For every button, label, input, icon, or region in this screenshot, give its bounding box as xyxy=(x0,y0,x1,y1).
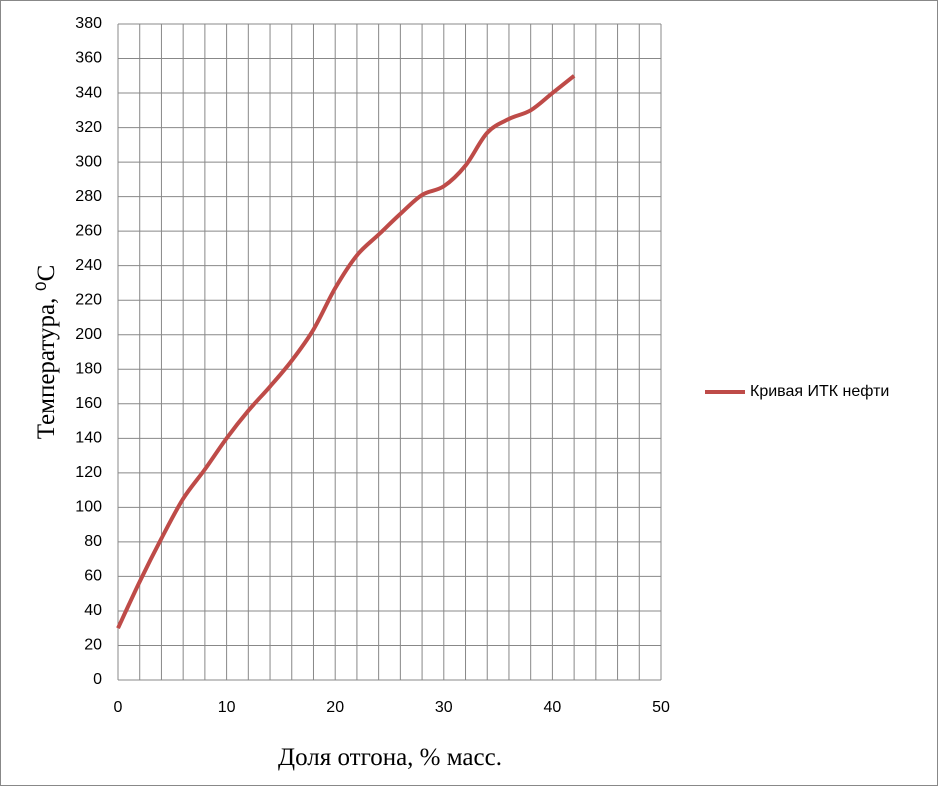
x-tick-label: 20 xyxy=(326,699,344,716)
y-tick-label: 80 xyxy=(84,533,102,550)
x-tick-label: 10 xyxy=(218,699,236,716)
y-tick-label: 200 xyxy=(75,326,102,343)
y-tick-label: 180 xyxy=(75,360,102,377)
y-tick-label: 260 xyxy=(75,222,102,239)
y-tick-label: 120 xyxy=(75,464,102,481)
x-tick-label: 0 xyxy=(114,699,123,716)
y-tick-label: 40 xyxy=(84,602,102,619)
y-tick-label: 360 xyxy=(75,50,102,67)
y-tick-label: 140 xyxy=(75,430,102,447)
y-tick-label: 300 xyxy=(75,153,102,170)
legend-label: Кривая ИТК нефти xyxy=(750,383,889,400)
y-tick-label: 340 xyxy=(75,84,102,101)
y-tick-label: 380 xyxy=(75,15,102,32)
y-tick-label: 60 xyxy=(84,568,102,585)
y-tick-label: 160 xyxy=(75,395,102,412)
y-tick-label: 220 xyxy=(75,291,102,308)
y-tick-label: 100 xyxy=(75,499,102,516)
x-tick-label: 50 xyxy=(652,699,670,716)
y-tick-label: 280 xyxy=(75,188,102,205)
x-tick-label: 30 xyxy=(435,699,453,716)
x-axis-title: Доля отгона, % масс. xyxy=(278,744,502,771)
y-tick-label: 20 xyxy=(84,637,102,654)
y-tick-label: 320 xyxy=(75,119,102,136)
y-tick-label: 0 xyxy=(93,671,102,688)
y-axis-title: Температура, ⁰С xyxy=(33,265,60,440)
x-tick-label: 40 xyxy=(544,699,562,716)
y-tick-label: 240 xyxy=(75,257,102,274)
series-line xyxy=(116,74,576,630)
